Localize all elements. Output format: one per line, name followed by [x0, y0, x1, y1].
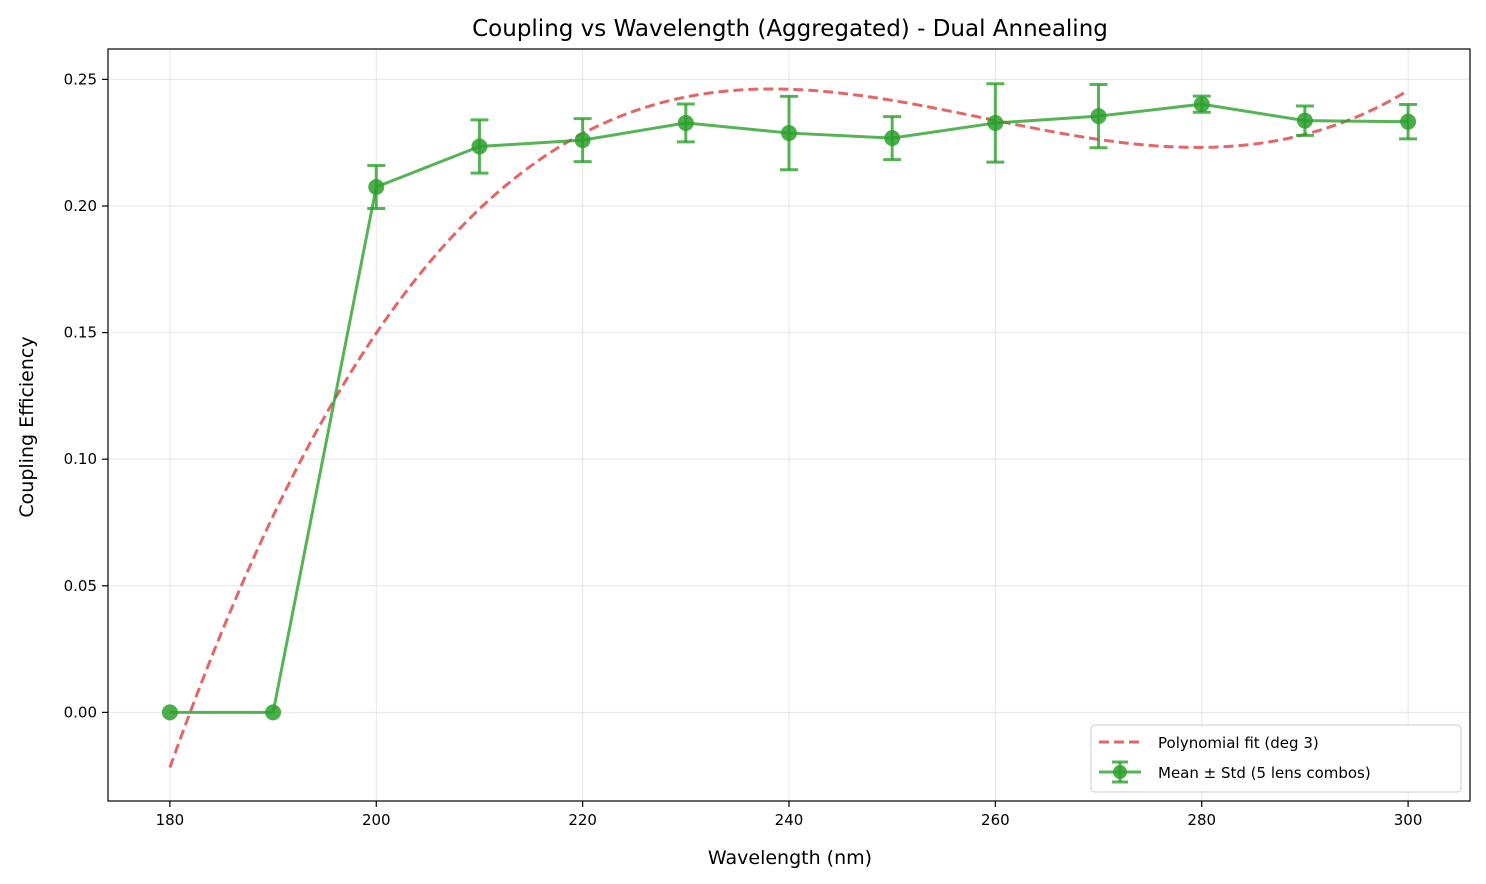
y-tick-label: 0.25 — [64, 70, 97, 88]
axis-ticks: 180 200 220 240 260 280 300 0.00 0.05 0.10 0.15 0.2… — [64, 70, 1423, 829]
data-point — [677, 114, 694, 131]
series-layer — [161, 82, 1418, 721]
x-tick-label: 220 — [568, 811, 597, 829]
data-point — [161, 704, 178, 721]
x-axis-title: Wavelength (nm) — [708, 847, 872, 869]
x-tick-label: 240 — [775, 811, 804, 829]
x-tick-label: 200 — [362, 811, 391, 829]
legend: Polynomial fit (deg 3) Mean ± Std (5 len… — [1090, 724, 1462, 793]
y-tick-label: 0.20 — [64, 197, 97, 215]
data-point — [574, 132, 591, 149]
x-tick-label: 180 — [156, 811, 185, 829]
data-point — [471, 138, 488, 155]
data-point — [781, 125, 797, 142]
data-point — [884, 130, 901, 147]
x-tick-label: 300 — [1394, 811, 1423, 829]
y-tick-label: 0.10 — [64, 450, 97, 468]
fit-curve — [168, 87, 1409, 769]
x-tick-label: 260 — [981, 811, 1010, 829]
data-point — [1090, 108, 1107, 125]
data-point — [987, 114, 1004, 131]
fit-layer — [168, 87, 1409, 769]
legend-mean-label: Mean ± Std (5 lens combos) — [1158, 764, 1371, 782]
data-point — [368, 178, 385, 195]
legend-errorbar-swatch — [1099, 760, 1141, 784]
legend-fit-label: Polynomial fit (deg 3) — [1158, 734, 1319, 752]
data-point — [265, 704, 282, 721]
legend-box — [1090, 724, 1462, 793]
y-tick-label: 0.00 — [64, 703, 97, 721]
x-tick-label: 280 — [1187, 811, 1216, 829]
y-tick-label: 0.15 — [64, 324, 97, 342]
chart-title: Coupling vs Wavelength (Aggregated) - Du… — [472, 16, 1108, 42]
y-axis-title: Coupling Efficiency — [16, 336, 38, 517]
y-tick-label: 0.05 — [64, 577, 97, 595]
grid-lines — [108, 49, 1470, 801]
data-point — [1400, 113, 1417, 130]
data-point — [1193, 96, 1210, 113]
data-point — [1296, 112, 1313, 129]
